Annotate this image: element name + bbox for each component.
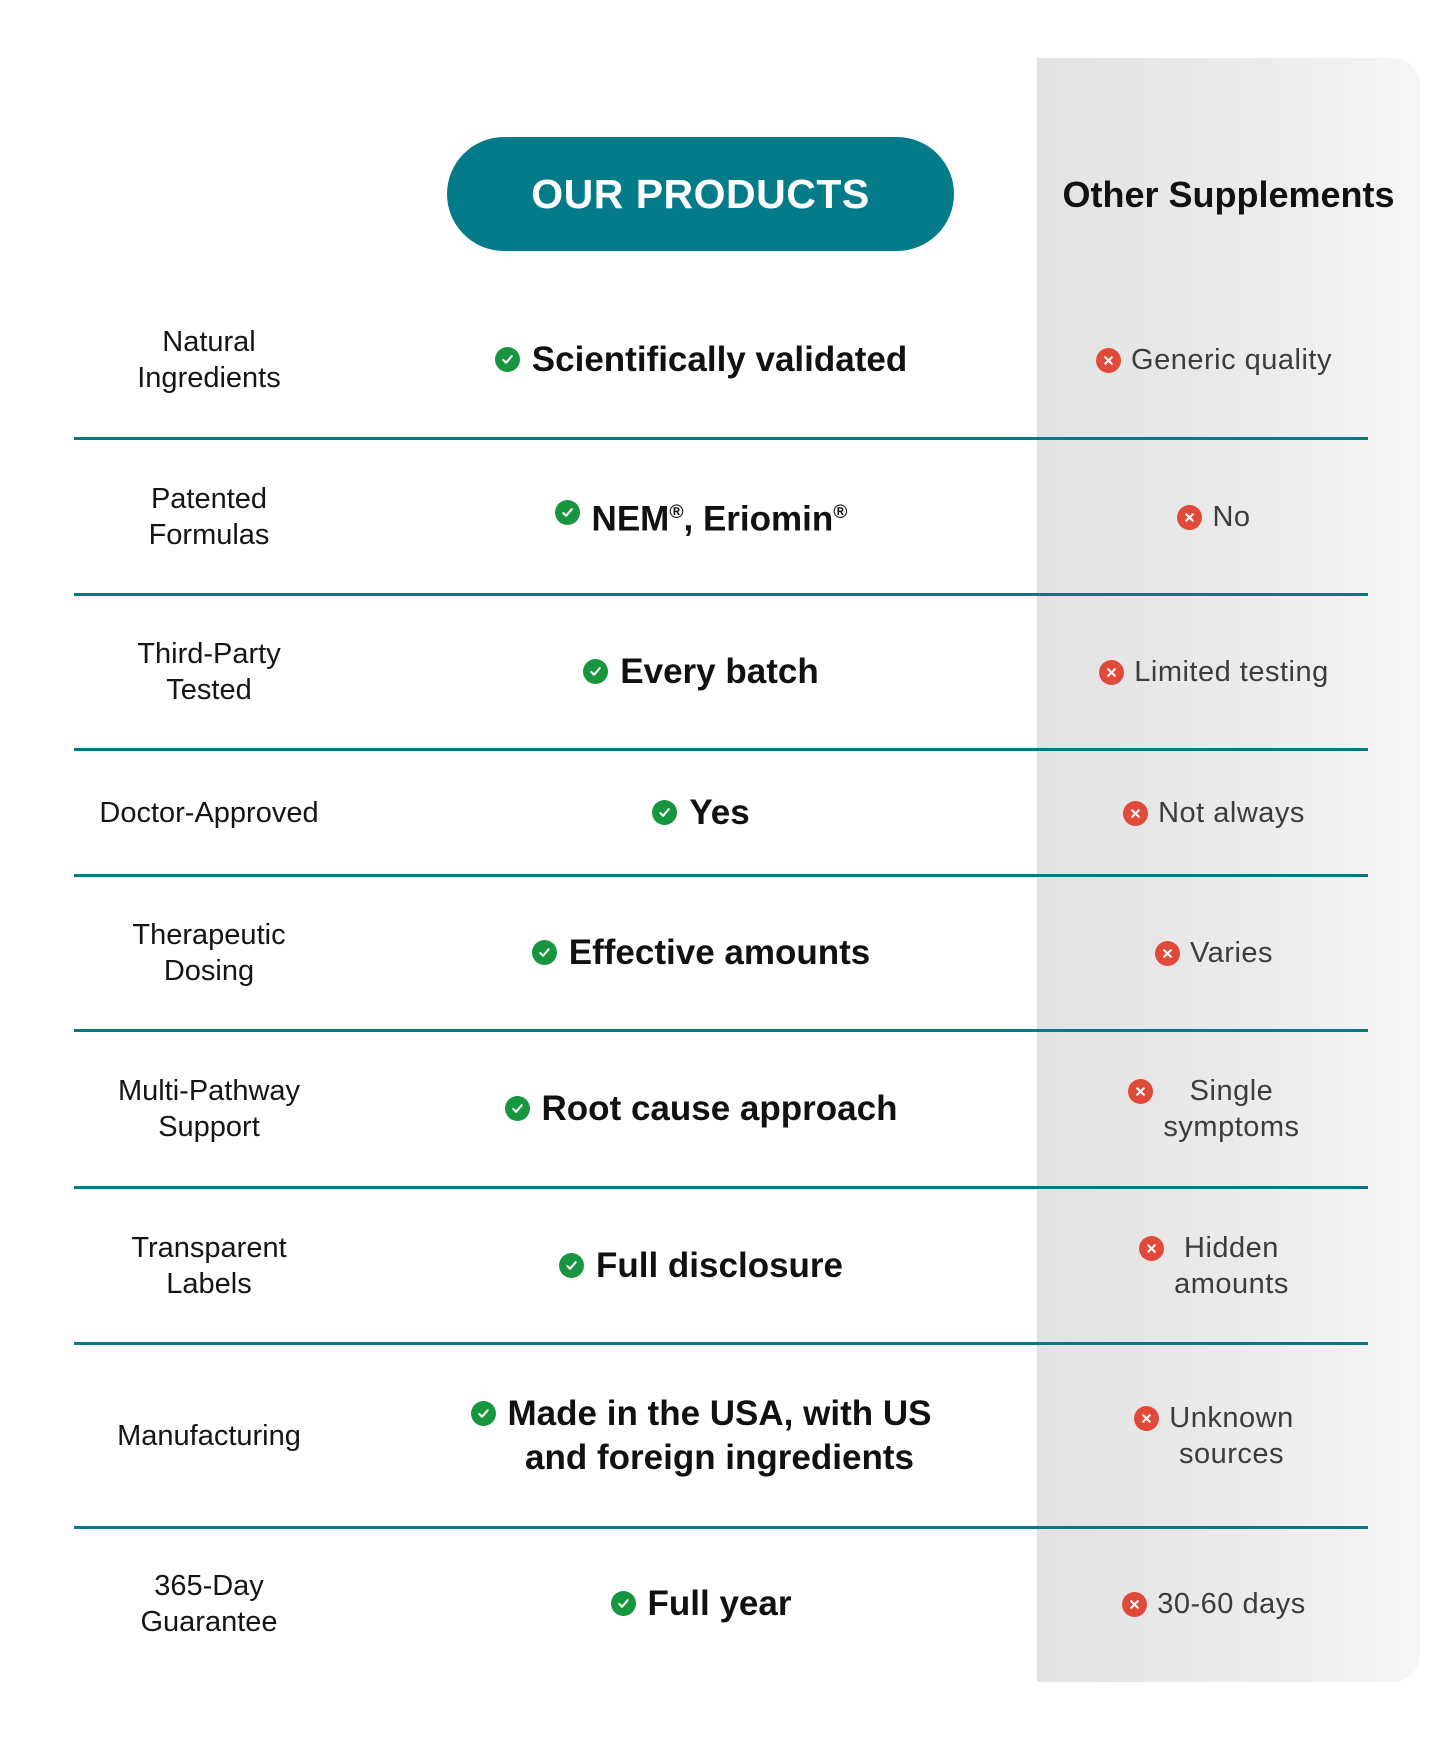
other-supplements-column: [1037, 58, 1420, 1682]
feature-label: Manufacturing: [117, 1419, 301, 1452]
our-product-value: NEM®, Eriomin®: [400, 491, 1002, 542]
other-value-text: Single symptoms: [1163, 1075, 1300, 1143]
other-supplement-value: Varies: [1037, 935, 1391, 971]
our-product-value: Full disclosure: [400, 1244, 1002, 1288]
other-supplement-value: Generic quality: [1037, 342, 1391, 378]
our-value-text: Scientifically validated: [531, 340, 908, 379]
other-supplement-value: No: [1037, 499, 1391, 535]
other-supplements-header: Other Supplements: [1062, 174, 1395, 215]
comparison-row: Patented Formulas NEM®, Eriomin® No: [74, 440, 1368, 596]
feature-label: Doctor-Approved: [99, 796, 319, 829]
our-value-text: Root cause approach: [541, 1089, 898, 1128]
comparison-row: Transparent Labels Full disclosure Hidden am…: [74, 1189, 1368, 1345]
feature-label: Therapeutic Dosing: [132, 919, 286, 987]
our-value-text: Full year: [647, 1584, 792, 1623]
other-supplement-value: Unknown sources: [1037, 1400, 1391, 1472]
other-value-text: Not always: [1158, 796, 1305, 829]
comparison-row: Natural Ingredients Scientifically validat…: [74, 283, 1368, 440]
our-value-text: Full disclosure: [596, 1245, 843, 1285]
other-value-text: Hidden amounts: [1174, 1231, 1289, 1300]
other-supplement-value: Limited testing: [1037, 654, 1391, 690]
other-supplement-value: Single symptoms: [1037, 1073, 1391, 1145]
other-value-text: Varies: [1189, 937, 1274, 969]
other-value-text: Generic quality: [1131, 344, 1332, 376]
check-circle-icon: [554, 500, 580, 526]
feature-label: Third-Party Tested: [137, 638, 281, 706]
comparison-row: Doctor-Approved Yes Not always: [74, 751, 1368, 877]
comparison-row: Third-Party Tested Every batch Limited test…: [74, 596, 1368, 751]
feature-label: Multi-Pathway Support: [117, 1075, 301, 1143]
check-circle-icon: [494, 347, 520, 372]
other-value-text: No: [1212, 500, 1251, 533]
our-products-header: OUR PRODUCTS: [447, 137, 954, 251]
check-circle-icon: [652, 799, 678, 825]
feature-label: Patented Formulas: [148, 482, 270, 551]
x-circle-icon: [1122, 1592, 1148, 1617]
other-value-text: 30-60 days: [1157, 1588, 1306, 1620]
x-circle-icon: [1139, 1235, 1165, 1261]
x-circle-icon: [1177, 504, 1203, 530]
feature-label: 365-Day Guarantee: [140, 1570, 278, 1638]
our-product-value: Full year: [400, 1582, 1002, 1626]
x-circle-icon: [1096, 348, 1122, 373]
check-circle-icon: [559, 1252, 584, 1278]
our-product-value: Root cause approach: [400, 1087, 1002, 1131]
other-supplement-value: Not always: [1037, 795, 1391, 831]
other-supplement-value: 30-60 days: [1037, 1586, 1391, 1622]
x-circle-icon: [1123, 800, 1149, 826]
comparison-row: Therapeutic Dosing Effective amounts Varies: [74, 877, 1368, 1032]
check-circle-icon: [610, 1591, 636, 1616]
our-product-value: Scientifically validated: [400, 338, 1002, 382]
feature-label: Natural Ingredients: [137, 326, 281, 394]
check-circle-icon: [470, 1400, 496, 1426]
comparison-row: Manufacturing Made in the USA, with US and…: [74, 1345, 1368, 1529]
our-product-value: Made in the USA, with US and foreign ingr…: [400, 1392, 1002, 1480]
check-circle-icon: [583, 659, 609, 684]
our-value-text: Every batch: [620, 652, 819, 691]
check-circle-icon: [531, 940, 557, 965]
our-product-value: Effective amounts: [400, 931, 1002, 975]
check-circle-icon: [504, 1096, 530, 1121]
comparison-row: Multi-Pathway Support Root cause approach S…: [74, 1032, 1368, 1189]
comparison-row: 365-Day Guarantee Full year 30-60 days: [74, 1529, 1368, 1679]
x-circle-icon: [1154, 941, 1180, 966]
our-product-value: Every batch: [400, 650, 1002, 694]
our-value-text: Effective amounts: [568, 933, 871, 972]
other-value-text: Limited testing: [1134, 656, 1329, 688]
other-value-text: Unknown sources: [1169, 1401, 1294, 1470]
other-supplement-value: Hidden amounts: [1037, 1230, 1391, 1302]
x-circle-icon: [1134, 1405, 1160, 1431]
feature-label: Transparent Labels: [131, 1231, 287, 1300]
x-circle-icon: [1099, 660, 1125, 685]
our-value-text: NEM®, Eriomin®: [591, 499, 848, 539]
our-value-text: Yes: [689, 792, 750, 832]
our-value-text: Made in the USA, with US and foreign ingr…: [507, 1393, 932, 1477]
our-product-value: Yes: [400, 791, 1002, 835]
x-circle-icon: [1128, 1079, 1154, 1104]
